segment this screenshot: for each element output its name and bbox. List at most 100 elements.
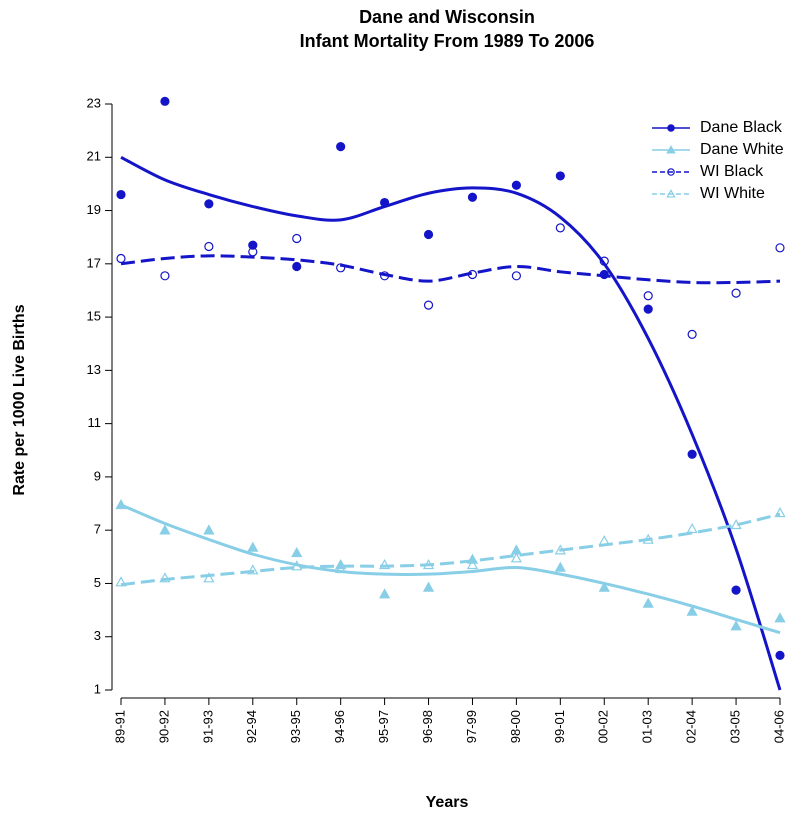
y-tick-label: 23 [87,95,101,110]
legend-marker [666,145,676,154]
point [598,535,610,546]
point [423,300,434,310]
point [686,523,698,534]
y-tick-label: 5 [94,575,101,590]
legend-text: WI White [700,185,765,202]
point [336,263,346,273]
point [115,576,127,587]
point [159,572,171,583]
point [467,269,478,280]
y-tick-label: 3 [94,628,101,643]
point [554,561,566,572]
x-tick-label: 00-02 [596,710,611,743]
point [204,199,214,209]
y-tick-label: 15 [87,309,101,324]
point [422,558,435,570]
point [554,544,566,555]
x-axis-title: Years [426,794,469,811]
x-tick-label: 91-93 [200,710,215,743]
point [380,271,390,281]
point [599,256,609,266]
legend-text: Dane White [700,141,784,158]
y-tick-label: 7 [94,522,101,537]
smooth-line [120,512,781,587]
point [159,524,171,535]
legend-marker [667,168,675,176]
point [116,189,126,200]
point [378,588,391,599]
x-tick-label: 97-99 [464,710,479,743]
legend-text: WI Black [700,163,764,180]
y-tick-label: 13 [87,362,101,377]
point [292,261,302,272]
point [247,564,259,575]
x-tick-label: 95-97 [376,710,391,743]
x-tick-label: 98-00 [508,710,523,743]
point [598,581,610,592]
smooth-line [120,254,781,285]
point [380,197,390,208]
point [731,585,741,595]
point [730,620,742,631]
point [730,519,742,530]
y-tick-label: 9 [94,468,101,483]
point [510,552,523,563]
x-tick-label: 96-98 [420,710,435,743]
point [687,449,697,459]
point [335,562,347,574]
point [422,581,435,592]
x-tick-label: 02-04 [684,710,699,743]
point [203,572,215,583]
x-tick-label: 04-06 [771,710,786,743]
y-tick-label: 19 [87,202,101,217]
point [466,558,479,570]
point [642,597,654,608]
x-tick-label: 89-91 [112,710,127,743]
point [511,271,522,281]
point [774,612,786,623]
smooth-line [120,155,782,691]
point [116,253,126,264]
point [203,524,215,535]
x-tick-label: 03-05 [728,710,743,743]
point [775,650,785,660]
point [248,247,258,257]
point [160,271,170,281]
point [731,288,741,298]
point [555,171,565,181]
y-tick-label: 21 [87,149,101,164]
point [248,240,258,250]
x-tick-label: 01-03 [640,710,655,743]
legend-marker [667,124,675,132]
point [115,499,127,510]
point [775,243,785,253]
point [291,560,303,571]
x-tick-label: 94-96 [332,710,347,743]
point [291,546,303,558]
point [555,223,565,233]
point [643,304,653,314]
point [247,541,259,552]
point [774,507,786,518]
x-tick-label: 99-01 [552,710,567,743]
y-axis-title: Rate per 1000 Live Births [11,304,28,495]
point [642,533,654,544]
chart-title: Dane and Wisconsin [359,7,535,27]
chart-title: Infant Mortality From 1989 To 2006 [300,31,595,51]
point [336,142,346,152]
point [511,180,522,190]
point [292,233,302,244]
smooth-line [120,503,781,635]
point [687,329,697,340]
y-tick-label: 17 [87,255,101,270]
x-tick-label: 92-94 [244,710,259,743]
point [423,229,434,240]
point [686,605,698,616]
point [467,192,478,202]
y-tick-label: 11 [88,415,102,430]
point [378,558,391,570]
x-tick-label: 93-95 [288,710,303,743]
y-tick-label: 1 [94,681,101,696]
legend-text: Dane Black [700,119,783,136]
